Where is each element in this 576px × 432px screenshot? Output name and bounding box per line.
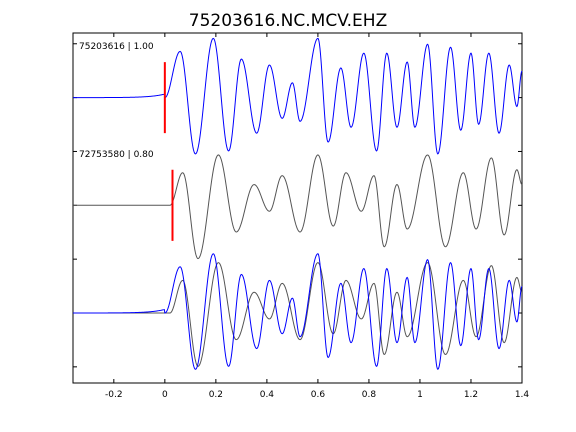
trace-label: 75203616 | 1.00 — [79, 42, 154, 52]
overlay-trace-line — [73, 253, 523, 370]
x-tick-label: 0 — [162, 390, 168, 400]
x-tick-label: 0.6 — [311, 390, 326, 400]
trace-line — [73, 37, 523, 155]
x-tick-label: 1.4 — [515, 390, 530, 400]
x-tick-label: 0.2 — [209, 390, 223, 400]
trace-labels: 75203616 | 1.00 72753580 | 0.80 — [79, 42, 154, 160]
overlay-traces — [73, 253, 523, 370]
x-tick-label: 0.8 — [362, 390, 377, 400]
trace-label: 72753580 | 0.80 — [79, 150, 154, 160]
trace-line — [73, 154, 523, 260]
overlay-trace-line — [73, 262, 523, 367]
x-tick-label: 1 — [417, 390, 423, 400]
traces — [73, 37, 523, 260]
x-tick-label: 0.4 — [260, 390, 275, 400]
x-ticks: -0.2 0 0.2 0.4 0.6 0.8 1 1.2 1.4 — [105, 33, 529, 400]
chart-title: 75203616.NC.MCV.EHZ — [189, 11, 387, 31]
pick-markers — [163, 62, 174, 241]
x-tick-label: 1.2 — [464, 390, 478, 400]
x-tick-label: -0.2 — [105, 390, 123, 400]
